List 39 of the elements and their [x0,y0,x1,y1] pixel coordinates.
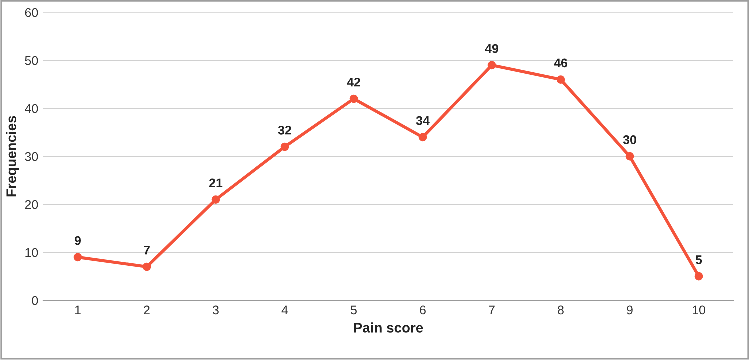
x-tick-label: 4 [282,306,288,315]
y-tick-label: 20 [25,200,38,210]
y-tick-label: 30 [25,152,38,162]
point [488,61,496,70]
y-tick-label: 60 [25,8,38,18]
data-label: 7 [144,246,150,255]
data-label: 49 [485,44,498,54]
x-tick-label: 9 [627,306,633,315]
point [280,142,290,152]
x-tick-label: 1 [75,306,81,315]
y-tick-label: 40 [25,104,38,114]
data-label: 21 [209,178,223,188]
data-label: 32 [278,126,292,135]
point [74,253,82,262]
y-tick-label: 0 [32,296,38,306]
data-label: 34 [416,116,430,126]
x-axis-title: Pain score [354,322,424,333]
x-tick-label: 10 [693,306,706,315]
data-label: 42 [347,78,360,87]
data-label: 46 [554,58,568,68]
x-tick-label: 6 [420,306,426,315]
point [142,262,152,272]
point [626,152,634,161]
point [212,196,220,204]
point [350,94,358,104]
point [556,76,566,84]
data-label: 5 [696,256,702,264]
y-tick-label: 50 [25,56,38,66]
x-tick-label: 8 [558,306,564,315]
x-tick-label: 5 [351,306,357,315]
point [694,272,704,281]
data-label: 9 [74,236,82,246]
data-label: 30 [623,136,636,144]
y-tick-label: 10 [26,248,38,258]
x-tick-label: 3 [213,306,219,315]
y-axis-title: Frequencies [6,116,20,197]
point [418,133,428,142]
x-tick-label: 7 [489,306,495,315]
x-tick-label: 2 [144,306,150,315]
